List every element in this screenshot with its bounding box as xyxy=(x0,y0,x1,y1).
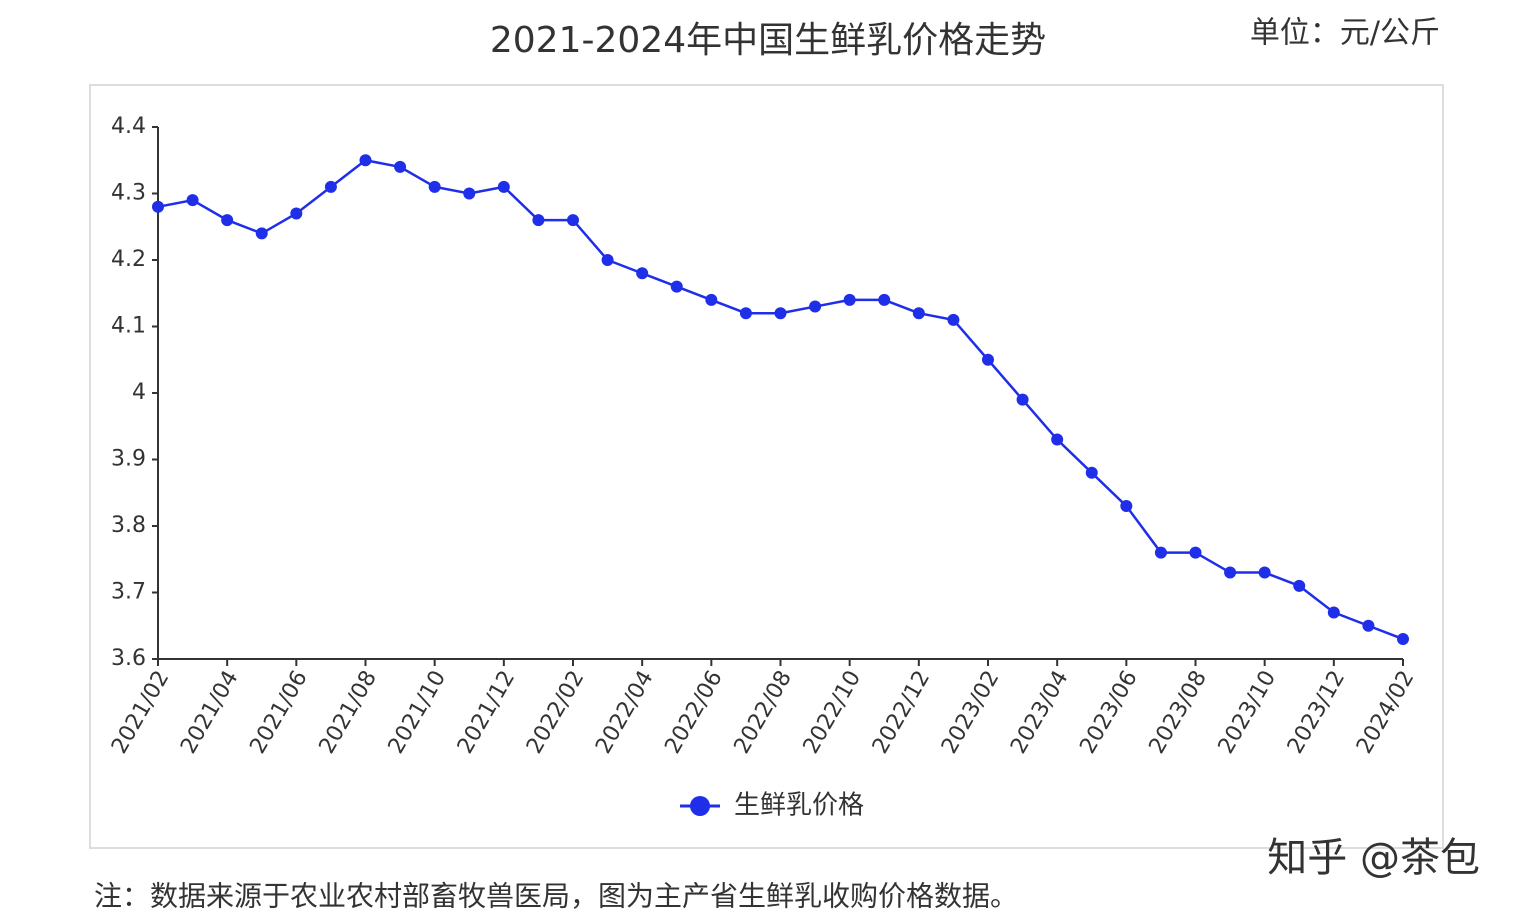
data-point xyxy=(774,307,787,320)
y-tick-label: 3.8 xyxy=(111,513,146,538)
data-point xyxy=(670,280,683,293)
data-point xyxy=(1327,606,1340,619)
x-tick-label: 2022/06 xyxy=(660,667,727,759)
data-point xyxy=(809,300,822,313)
x-tick-label: 2022/12 xyxy=(868,667,935,759)
x-tick-label: 2021/02 xyxy=(107,667,174,759)
data-point xyxy=(394,160,407,173)
x-tick-label: 2023/08 xyxy=(1145,667,1212,759)
series-line xyxy=(157,158,1404,641)
unit-label: 单位：元/公斤 xyxy=(1250,16,1440,51)
x-tick-label: 2021/10 xyxy=(384,667,451,759)
y-tick-label: 4 xyxy=(132,380,146,405)
legend-marker xyxy=(690,796,710,816)
data-point xyxy=(843,293,856,306)
data-point xyxy=(1224,566,1237,579)
data-point xyxy=(324,180,337,193)
data-point xyxy=(1016,393,1029,406)
x-tick-label: 2021/04 xyxy=(176,667,243,759)
data-point xyxy=(1258,566,1271,579)
data-point xyxy=(601,254,614,266)
y-tick-label: 4.2 xyxy=(111,247,146,272)
chart-title: 2021-2024年中国生鲜乳价格走势 xyxy=(490,20,1046,61)
x-tick-label: 2022/04 xyxy=(591,667,658,759)
y-tick-label: 3.9 xyxy=(111,447,146,472)
data-point xyxy=(1085,466,1098,479)
data-point xyxy=(982,353,994,366)
x-tick-label: 2023/12 xyxy=(1283,667,1350,759)
data-point xyxy=(912,307,925,320)
chart-frame xyxy=(89,84,1444,849)
data-point xyxy=(428,180,441,193)
data-point xyxy=(1189,546,1202,559)
x-tick-label: 2022/08 xyxy=(730,667,797,759)
y-tick-label: 4.4 xyxy=(111,114,146,139)
data-point xyxy=(463,187,476,200)
x-tick-label: 2023/02 xyxy=(937,667,1004,759)
data-point xyxy=(532,214,545,227)
data-point xyxy=(739,307,752,320)
x-tick-label: 2023/10 xyxy=(1214,667,1281,759)
data-point xyxy=(1051,433,1064,446)
data-point xyxy=(705,293,718,306)
data-point xyxy=(878,293,891,306)
data-point xyxy=(290,207,303,220)
y-tick-label: 3.7 xyxy=(111,580,146,605)
data-point xyxy=(1120,500,1133,513)
data-point xyxy=(1154,546,1167,559)
data-point xyxy=(1397,633,1409,646)
y-tick-label: 4.1 xyxy=(111,314,146,339)
watermark: 知乎 @茶包 xyxy=(1267,835,1480,881)
y-tick-label: 3.6 xyxy=(111,646,146,671)
legend-label: 生鲜乳价格 xyxy=(734,791,864,821)
x-tick-label: 2021/06 xyxy=(245,667,312,759)
x-tick-label: 2022/10 xyxy=(799,667,866,759)
data-point xyxy=(255,227,268,240)
x-tick-label: 2021/08 xyxy=(315,667,382,759)
x-tick-label: 2023/06 xyxy=(1075,667,1142,759)
data-point xyxy=(152,200,164,213)
x-tick-label: 2023/04 xyxy=(1006,667,1073,759)
data-point xyxy=(359,154,372,167)
x-tick-label: 2022/02 xyxy=(522,667,589,759)
x-tick-label: 2021/12 xyxy=(453,667,520,759)
data-point xyxy=(947,313,960,326)
footnote: 注：数据来源于农业农村部畜牧兽医局，图为主产省生鲜乳收购价格数据。 xyxy=(94,880,1018,913)
data-point xyxy=(1293,579,1306,592)
data-point xyxy=(636,267,649,280)
data-point xyxy=(497,180,510,193)
data-point xyxy=(567,214,579,227)
data-point xyxy=(186,194,199,207)
x-tick-label: 2024/02 xyxy=(1352,667,1419,759)
data-point xyxy=(1362,619,1375,632)
y-tick-label: 4.3 xyxy=(111,181,146,206)
data-point xyxy=(221,214,234,227)
